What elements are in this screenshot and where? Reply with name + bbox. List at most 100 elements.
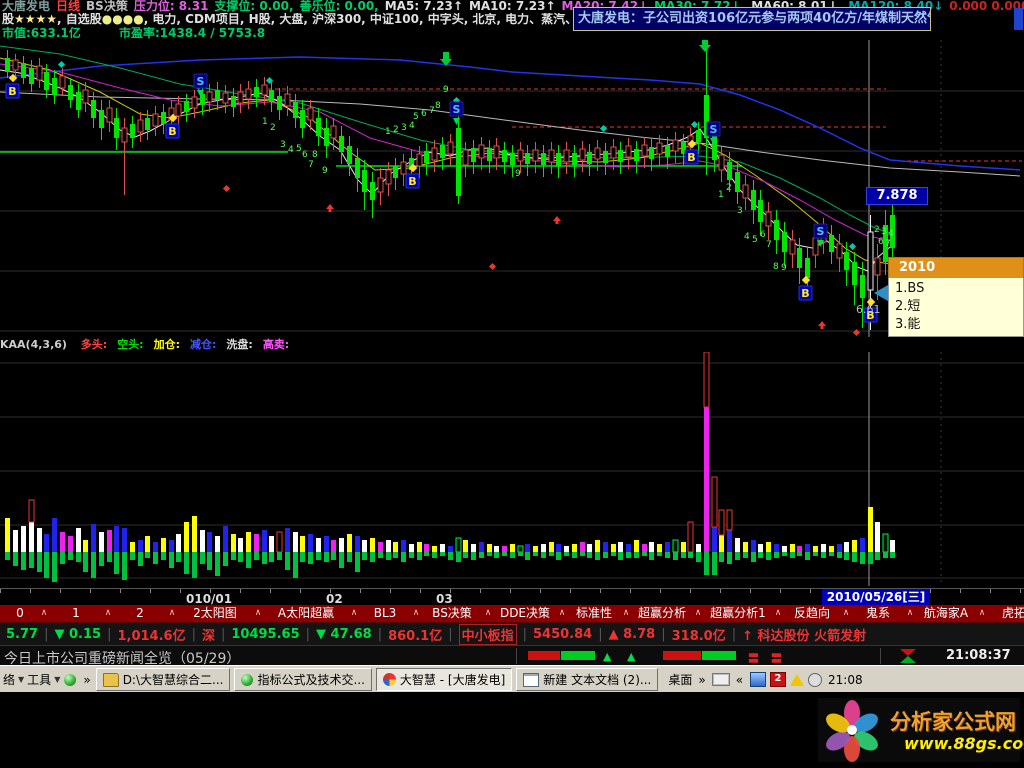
volume-bar [751, 540, 756, 552]
candle [789, 239, 796, 255]
status-divider: | [305, 627, 311, 642]
volume-bar-cap [703, 352, 710, 408]
status-item[interactable]: 5450.84 [533, 627, 593, 642]
volume-bar [852, 540, 857, 552]
status-item[interactable]: ▼ 47.68 [316, 627, 372, 642]
volume-bar [76, 528, 81, 552]
candle [21, 63, 26, 78]
desktop-toolbar-label[interactable]: 桌面 [668, 673, 693, 687]
count-label: 5 [752, 235, 758, 245]
volume-bar-down [238, 552, 243, 562]
volume-bar [510, 544, 515, 552]
market-status-bar[interactable]: 5.77 | ▼ 0.15 | 1,014.6亿 | 深 | 10495.65 | ▼ 47.68 |… [0, 622, 1024, 646]
tab-2[interactable]: 2 [136, 606, 144, 620]
status-item[interactable]: 10495.65 [231, 627, 300, 642]
headline-text[interactable]: 今日上市公司重磅新闻全览（05/29） [4, 651, 241, 667]
volume-bar [665, 542, 670, 552]
yellow-diamond-icon [408, 163, 418, 173]
candle [447, 141, 454, 155]
tab-BS决策[interactable]: BS决策 [432, 606, 472, 620]
chevron-down-icon[interactable]: ▼ [54, 675, 61, 684]
task-button-explorer[interactable]: D:\大智慧综合二... [95, 668, 231, 691]
candle [400, 161, 407, 175]
tab-标准性[interactable]: 标准性 [575, 606, 612, 620]
tab-1[interactable]: 1 [72, 606, 80, 620]
candle [355, 158, 360, 178]
volume-bar [231, 534, 236, 552]
candle [316, 118, 321, 136]
volume-bar-down [145, 552, 150, 558]
status-item[interactable]: ▲ 8.78 [608, 627, 656, 642]
tab-超赢分析1[interactable]: 超赢分析1 [710, 606, 766, 620]
candle [36, 65, 43, 81]
buy-marker-box [5, 83, 20, 99]
keyboard-icon[interactable] [711, 673, 730, 686]
candle [456, 128, 461, 196]
tab-A太阳超赢[interactable]: A太阳超赢 [277, 606, 335, 620]
network-icon[interactable] [750, 672, 767, 687]
tray-clock-icon[interactable] [808, 672, 823, 687]
status-item[interactable]: ▼ 0.15 [54, 627, 102, 642]
candle [52, 78, 57, 95]
volume-bar-down [324, 552, 329, 562]
volume-bar [587, 544, 592, 552]
task-button-dzh[interactable]: 大智慧 - [大唐发电] [375, 668, 513, 691]
red-diamond-icon [222, 184, 231, 193]
task-button-browser[interactable]: 指标公式及技术交... [234, 668, 372, 691]
tab-2太阳图[interactable]: 2太阳图 [193, 606, 237, 620]
tab-0[interactable]: 0 [16, 606, 24, 620]
volume-bar-down [355, 552, 360, 572]
volume-bar [424, 544, 429, 552]
volume-bar-down [21, 552, 26, 570]
tray-collapse-chevron[interactable]: « [735, 672, 744, 687]
candle [665, 145, 670, 157]
news-ticker[interactable]: 大唐发电：子公司出资106亿元参与两项40亿方/年煤制天然气项目 [573, 7, 931, 31]
volume-bar-down [541, 552, 546, 558]
text-segment: ●●●● [101, 13, 144, 26]
status-item[interactable]: ↑ 科达股份 火箭发射 [742, 629, 867, 644]
volume-bar-down [618, 552, 623, 560]
volume-bar [479, 542, 484, 552]
status-item[interactable]: 860.1亿 [388, 629, 443, 644]
text-segment: 大唐发电 [2, 0, 51, 13]
warning-icon[interactable] [790, 673, 805, 686]
status-item[interactable]: 中小板指 [458, 624, 517, 645]
task-button-notepad[interactable]: 新建 文本文档 (2)... [516, 668, 659, 691]
tab-航海家A[interactable]: 航海家A [923, 606, 969, 620]
toolbar-tools-label[interactable]: 工具 [27, 673, 52, 687]
candle [237, 91, 244, 104]
status-item[interactable]: 1,014.6亿 [117, 629, 186, 644]
tab-反趋向[interactable]: 反趋向 [793, 606, 830, 620]
status-item[interactable]: 5.77 [6, 627, 39, 642]
volume-bar-down [215, 552, 220, 576]
volume-bar [107, 530, 112, 552]
tab-鬼系[interactable]: 鬼系 [865, 606, 890, 620]
status-item[interactable]: 318.0亿 [671, 629, 726, 644]
taskbar-clock: 21:08 [828, 672, 863, 687]
sell-marker-box [813, 223, 828, 239]
volume-bar-down [370, 552, 375, 562]
logo-url[interactable]: www.88gs.com [904, 734, 1024, 753]
tab-BL3[interactable]: BL3 [373, 606, 397, 620]
volume-bar-down [696, 552, 701, 562]
toolbar-net-label[interactable]: 络 [3, 673, 16, 687]
count-label: 7 [885, 239, 891, 249]
volume-bar-down [510, 552, 515, 558]
toolbar-overflow-chevron[interactable]: » [83, 672, 91, 687]
desktop-overflow-chevron[interactable]: » [698, 672, 706, 687]
chevron-down-icon[interactable]: ▼ [18, 675, 25, 684]
tray-badge-icon[interactable]: 2 [770, 672, 787, 687]
volume-bar-down [386, 552, 391, 560]
window-gadget[interactable] [1014, 8, 1023, 30]
candle [82, 89, 89, 104]
tab-虎拓[interactable]: 虎拓 [1001, 606, 1024, 620]
status-item[interactable]: 深 [201, 629, 215, 644]
tab-DDE决策[interactable]: DDE决策 [499, 606, 551, 620]
volume-bar-down [743, 552, 748, 558]
tab-超赢分析[interactable]: 超赢分析 [637, 606, 686, 620]
volume-bar [517, 545, 524, 553]
volume-bar-down [525, 552, 530, 560]
browser-icon[interactable] [64, 673, 77, 686]
volume-indicator-chart[interactable] [0, 352, 1024, 588]
tooltip-item: 1.BS [895, 281, 925, 296]
